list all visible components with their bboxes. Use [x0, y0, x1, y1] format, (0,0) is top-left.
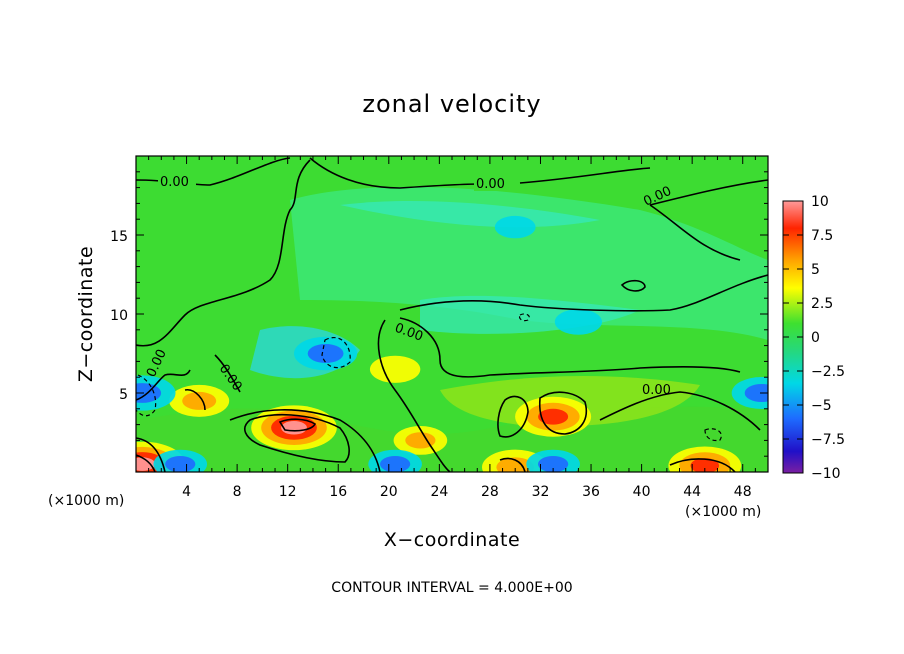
colorbar-tick-label: 5 — [811, 262, 820, 278]
x-tick-label: 4 — [182, 484, 191, 500]
colorbar-tick-label: −10 — [811, 466, 841, 482]
velocity-feature — [495, 216, 536, 238]
colorbar-tick-label: 10 — [811, 194, 829, 210]
x-tick-label: 20 — [380, 484, 398, 500]
x-axis-label: X−coordinate — [384, 529, 520, 551]
velocity-feature — [370, 356, 420, 383]
colorbar-tick-label: 7.5 — [811, 228, 833, 244]
contour-label: 0.00 — [642, 383, 671, 398]
velocity-feature — [165, 456, 195, 472]
y-tick-label: 10 — [110, 308, 128, 324]
contour-interval-note: CONTOUR INTERVAL = 4.000E+00 — [331, 580, 572, 596]
colorbar-tick-label: −7.5 — [811, 432, 845, 448]
x-units-left: (×1000 m) — [48, 493, 124, 509]
colorbar-tick-label: 2.5 — [811, 296, 833, 312]
velocity-feature — [538, 409, 568, 425]
y-tick-label: 15 — [110, 229, 128, 245]
x-units-right: (×1000 m) — [685, 504, 761, 520]
contour-label: 0.00 — [476, 177, 505, 192]
x-tick-label: 48 — [734, 484, 752, 500]
colorbar-tick-label: 0 — [811, 330, 820, 346]
x-tick-label: 32 — [532, 484, 550, 500]
velocity-feature — [555, 309, 602, 335]
velocity-feature — [380, 456, 410, 472]
y-tick-label: 5 — [119, 387, 128, 403]
chart-title: zonal velocity — [362, 90, 541, 118]
x-tick-label: 8 — [233, 484, 242, 500]
x-tick-label: 28 — [481, 484, 499, 500]
velocity-feature — [281, 421, 307, 435]
colorbar: 10 7.5 5 2.5 0 −2.5 −5 −7.5 −10 — [783, 194, 845, 482]
y-axis-label: Z−coordinate — [75, 246, 97, 382]
x-tick-label: 12 — [279, 484, 297, 500]
velocity-feature — [308, 344, 344, 363]
x-tick-label: 36 — [582, 484, 600, 500]
plot-area — [136, 156, 768, 472]
x-tick-label: 40 — [633, 484, 651, 500]
colorbar-tick-label: −5 — [811, 398, 832, 414]
velocity-feature — [182, 392, 216, 410]
x-tick-label: 16 — [329, 484, 347, 500]
colorbar-tick-label: −2.5 — [811, 364, 845, 380]
x-tick-label: 24 — [430, 484, 448, 500]
contour-label: 0.00 — [160, 175, 189, 190]
x-tick-label: 44 — [683, 484, 701, 500]
